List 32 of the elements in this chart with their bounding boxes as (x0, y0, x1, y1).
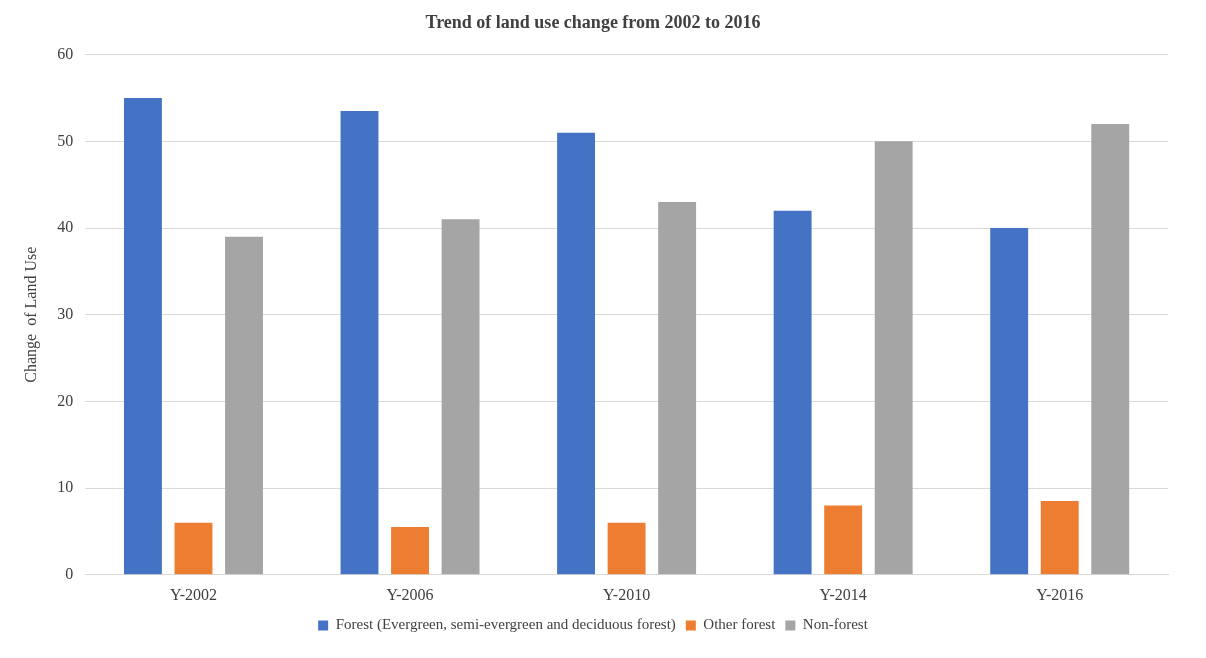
y-axis-title: Change of Land Use (21, 246, 40, 383)
bar (340, 110, 379, 575)
x-tick-label: Y-2014 (819, 585, 867, 603)
y-tick-label: 10 (57, 478, 74, 496)
chart-title: Trend of land use change from 2002 to 2016 (425, 12, 761, 33)
bar (773, 210, 812, 575)
bar (874, 141, 913, 575)
y-tick-label: 30 (57, 304, 74, 322)
y-tick-label: 50 (57, 131, 74, 149)
x-tick-label: Y-2002 (169, 585, 218, 603)
bar (557, 132, 596, 575)
legend-label: Other forest (703, 616, 777, 633)
x-tick-label: Y-2016 (1036, 585, 1084, 603)
bar (391, 527, 429, 575)
legend-label: Non-forest (802, 616, 869, 633)
bar (824, 505, 863, 575)
y-tick-label: 0 (65, 565, 74, 582)
bar (990, 228, 1029, 575)
bar (174, 522, 213, 575)
bar (225, 236, 263, 575)
bar (124, 97, 162, 575)
bar (607, 522, 646, 575)
x-tick-label: Y-2006 (386, 585, 434, 603)
legend-label: Forest (Evergreen, semi-evergreen and deciduous forest) (335, 616, 676, 634)
bar (658, 201, 697, 575)
bar (1040, 501, 1079, 575)
x-tick-label: Y-2010 (603, 585, 651, 603)
y-tick-label: 60 (57, 44, 74, 62)
y-tick-label: 40 (57, 218, 74, 236)
y-tick-label: 20 (57, 391, 74, 409)
bar (1091, 123, 1130, 575)
bar (441, 219, 480, 575)
